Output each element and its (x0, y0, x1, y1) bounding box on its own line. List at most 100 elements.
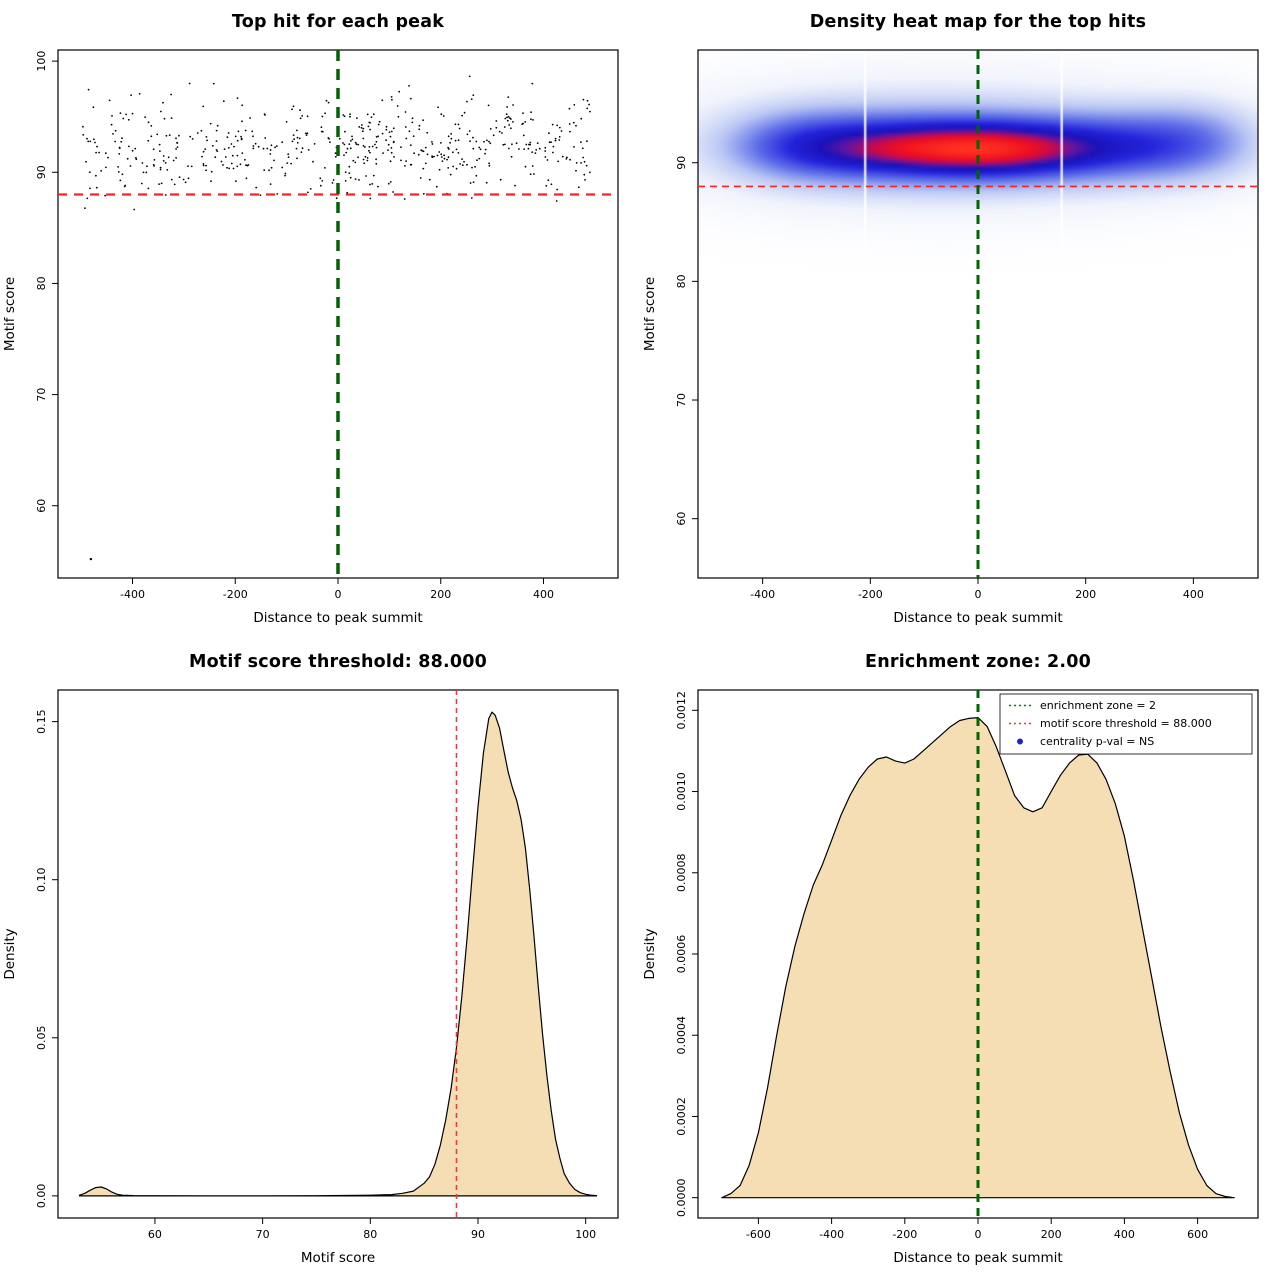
y-tick-label: 70 (675, 393, 688, 407)
data-point (589, 110, 591, 113)
data-point (362, 127, 365, 130)
x-tick-label: 600 (1187, 1228, 1208, 1241)
data-point (588, 103, 590, 106)
data-point (206, 139, 209, 142)
data-point (307, 191, 309, 194)
data-point (438, 168, 441, 171)
data-point (428, 178, 431, 181)
data-point (82, 134, 85, 136)
data-point (463, 160, 465, 163)
legend-label: enrichment zone = 2 (1040, 699, 1156, 712)
x-tick-label: -200 (223, 588, 248, 601)
data-point (565, 157, 568, 160)
data-point (381, 99, 384, 102)
data-point (275, 145, 278, 147)
data-point (403, 198, 406, 200)
data-point (236, 139, 239, 142)
data-point (187, 177, 190, 180)
data-point (117, 166, 119, 168)
data-point (422, 192, 425, 195)
data-point (390, 151, 393, 154)
data-point (212, 145, 214, 147)
heatmap-chart: -400 -200 0 200 400 60 70 80 90 Distance to peak … (642, 49, 1259, 626)
data-point (366, 159, 369, 162)
data-point (159, 168, 162, 171)
data-point (216, 150, 219, 152)
data-point (286, 162, 289, 164)
data-point (202, 150, 205, 153)
data-point (226, 166, 228, 169)
data-point (531, 82, 534, 85)
data-point (354, 178, 357, 181)
data-point (544, 150, 547, 152)
data-point (418, 128, 421, 131)
data-point (448, 148, 450, 150)
data-point (507, 96, 510, 98)
data-point (104, 152, 107, 155)
data-point (390, 96, 393, 98)
data-point (535, 149, 538, 151)
outlier-point (89, 557, 93, 561)
panel-enrichment-zone-density: Enrichment zone: 2.00 -600 -400 -200 0 200 40… (640, 640, 1280, 1280)
data-point (98, 151, 100, 154)
data-point (147, 139, 150, 142)
y-axis-label: Density (2, 928, 18, 979)
data-point (216, 124, 219, 127)
data-point (547, 179, 550, 182)
data-point (468, 130, 471, 132)
data-point (259, 194, 262, 197)
data-point (118, 153, 121, 155)
data-point (586, 140, 588, 143)
distance-density-chart: -600 -400 -200 0 200 400 600 0.0000 0.0002 0.0004… (642, 689, 1259, 1266)
data-point (164, 162, 167, 164)
x-axis-label: Distance to peak summit (893, 1250, 1062, 1266)
data-point (392, 127, 395, 130)
data-point (232, 167, 235, 170)
x-tick-label: 90 (471, 1228, 485, 1241)
data-point (371, 183, 374, 185)
data-point (351, 135, 353, 138)
data-point (538, 147, 541, 150)
data-point (408, 85, 410, 87)
data-point (504, 117, 507, 120)
data-point (320, 126, 323, 129)
data-point (291, 140, 294, 143)
data-point (87, 140, 90, 143)
data-point (264, 137, 267, 139)
data-point (358, 179, 360, 181)
data-point (560, 130, 563, 132)
data-point (441, 160, 444, 162)
data-point (281, 166, 284, 169)
data-point (569, 130, 571, 133)
data-point (530, 111, 532, 114)
data-point (455, 148, 458, 151)
data-point (586, 107, 589, 110)
data-point (452, 165, 455, 168)
data-point (375, 162, 378, 165)
data-point (440, 156, 443, 158)
data-point (365, 175, 367, 177)
data-point (409, 97, 412, 100)
data-point (530, 118, 532, 120)
data-point (452, 151, 454, 154)
data-point (418, 124, 421, 127)
data-point (474, 165, 476, 168)
data-point (375, 136, 378, 138)
data-point (301, 147, 304, 150)
data-point (552, 145, 555, 148)
data-point (393, 156, 395, 158)
data-point (369, 183, 371, 186)
x-tick-label: 0 (335, 588, 342, 601)
data-point (240, 135, 243, 138)
data-point (544, 146, 547, 149)
data-point (150, 125, 153, 127)
data-point (524, 165, 527, 168)
y-tick-label: 0.0010 (675, 772, 688, 811)
x-tick-label: 200 (1041, 1228, 1062, 1241)
data-point (332, 179, 335, 181)
data-point (86, 137, 88, 140)
data-point (344, 171, 347, 173)
data-point (121, 137, 123, 140)
data-point (411, 121, 414, 124)
data-point (165, 134, 168, 137)
